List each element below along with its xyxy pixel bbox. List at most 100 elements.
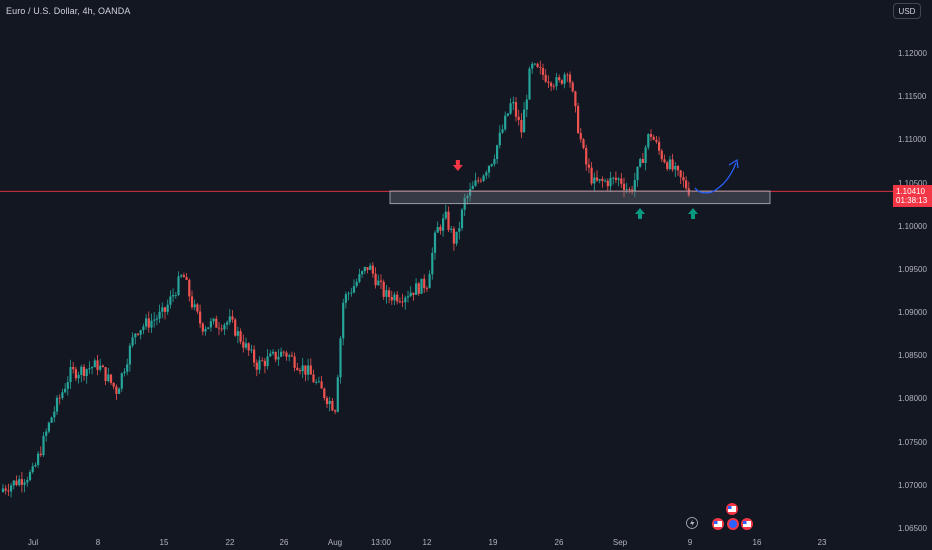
candle-up[interactable] (355, 281, 358, 287)
candle-down[interactable] (334, 410, 337, 412)
candle-up[interactable] (288, 355, 291, 357)
candle-up[interactable] (369, 265, 372, 270)
lightning-icon[interactable] (686, 517, 698, 529)
candle-down[interactable] (539, 67, 542, 69)
candle-down[interactable] (96, 360, 99, 370)
candle-down[interactable] (401, 301, 404, 303)
candle-down[interactable] (587, 164, 590, 168)
candle-up[interactable] (158, 311, 161, 319)
candle-down[interactable] (15, 480, 18, 486)
candle-down[interactable] (412, 292, 415, 295)
candle-down[interactable] (520, 119, 523, 133)
candle-down[interactable] (199, 311, 202, 324)
candle-down[interactable] (231, 316, 234, 320)
candle-down[interactable] (309, 365, 312, 375)
candle-down[interactable] (423, 278, 426, 289)
candle-up[interactable] (280, 351, 283, 357)
candle-up[interactable] (523, 109, 526, 133)
candle-up[interactable] (598, 179, 601, 181)
candle-down[interactable] (652, 136, 655, 140)
candle-down[interactable] (452, 228, 455, 244)
candle-up[interactable] (69, 366, 72, 383)
candle-down[interactable] (74, 369, 77, 379)
candle-up[interactable] (250, 349, 253, 351)
candle-up[interactable] (155, 318, 158, 320)
candle-down[interactable] (72, 366, 75, 370)
candle-up[interactable] (636, 166, 639, 181)
candle-up[interactable] (53, 411, 56, 418)
candle-up[interactable] (498, 132, 501, 146)
candle-up[interactable] (28, 472, 32, 481)
candle-up[interactable] (528, 68, 531, 100)
candle-up[interactable] (633, 180, 636, 192)
candle-down[interactable] (574, 91, 577, 107)
candle-up[interactable] (153, 319, 156, 321)
candle-down[interactable] (185, 277, 188, 280)
candle-down[interactable] (331, 400, 334, 411)
candle-up[interactable] (525, 99, 528, 110)
candle-up[interactable] (277, 356, 280, 360)
candle-up[interactable] (172, 295, 175, 297)
candle-up[interactable] (420, 278, 423, 294)
candle-down[interactable] (663, 159, 666, 163)
candle-down[interactable] (582, 139, 585, 148)
candle-up[interactable] (180, 275, 183, 277)
candle-up[interactable] (301, 365, 304, 372)
candle-up[interactable] (85, 369, 88, 377)
candle-down[interactable] (101, 365, 104, 368)
candle-down[interactable] (477, 180, 480, 182)
candle-up[interactable] (644, 147, 647, 163)
candle-down[interactable] (614, 177, 617, 180)
candle-up[interactable] (506, 113, 509, 116)
candle-up[interactable] (64, 388, 67, 393)
candle-down[interactable] (20, 479, 23, 485)
candle-down[interactable] (676, 165, 680, 171)
candle-up[interactable] (377, 280, 380, 286)
candle-up[interactable] (37, 453, 40, 465)
candle-down[interactable] (320, 381, 323, 389)
candle-down[interactable] (263, 360, 266, 367)
candle-up[interactable] (555, 77, 558, 87)
candle-down[interactable] (577, 106, 580, 134)
candle-up[interactable] (442, 218, 445, 231)
buy-arrow-icon[interactable] (635, 208, 645, 219)
candle-up[interactable] (18, 479, 21, 486)
candle-up[interactable] (131, 337, 134, 346)
candle-up[interactable] (501, 129, 504, 133)
candle-down[interactable] (298, 370, 302, 372)
candle-down[interactable] (217, 327, 221, 329)
candle-up[interactable] (436, 227, 439, 233)
candle-up[interactable] (647, 134, 650, 148)
candle-up[interactable] (169, 296, 172, 305)
candle-down[interactable] (517, 116, 520, 120)
candle-down[interactable] (536, 63, 539, 68)
eu-flag-icon[interactable] (727, 518, 739, 530)
candle-down[interactable] (325, 398, 329, 405)
candle-up[interactable] (409, 292, 412, 297)
candle-down[interactable] (104, 367, 107, 382)
candle-up[interactable] (258, 360, 261, 370)
candle-down[interactable] (215, 318, 218, 328)
candle-down[interactable] (666, 162, 669, 169)
candle-up[interactable] (609, 177, 612, 187)
candle-up[interactable] (209, 321, 212, 328)
candle-up[interactable] (490, 164, 493, 166)
candle-up[interactable] (531, 63, 534, 69)
candle-up[interactable] (668, 159, 671, 169)
candle-up[interactable] (604, 180, 607, 182)
candle-up[interactable] (134, 333, 137, 338)
candle-up[interactable] (118, 388, 121, 394)
candle-down[interactable] (544, 74, 547, 82)
candle-down[interactable] (220, 328, 223, 330)
candle-down[interactable] (242, 341, 245, 348)
candle-down[interactable] (590, 167, 593, 184)
candle-up[interactable] (317, 381, 320, 383)
candle-down[interactable] (558, 77, 561, 81)
candle-up[interactable] (458, 228, 461, 232)
candle-down[interactable] (655, 139, 658, 142)
candle-down[interactable] (541, 68, 545, 75)
candle-down[interactable] (514, 102, 518, 117)
us-flag-icon[interactable] (726, 503, 738, 515)
candle-up[interactable] (150, 320, 153, 328)
candle-down[interactable] (660, 150, 663, 160)
